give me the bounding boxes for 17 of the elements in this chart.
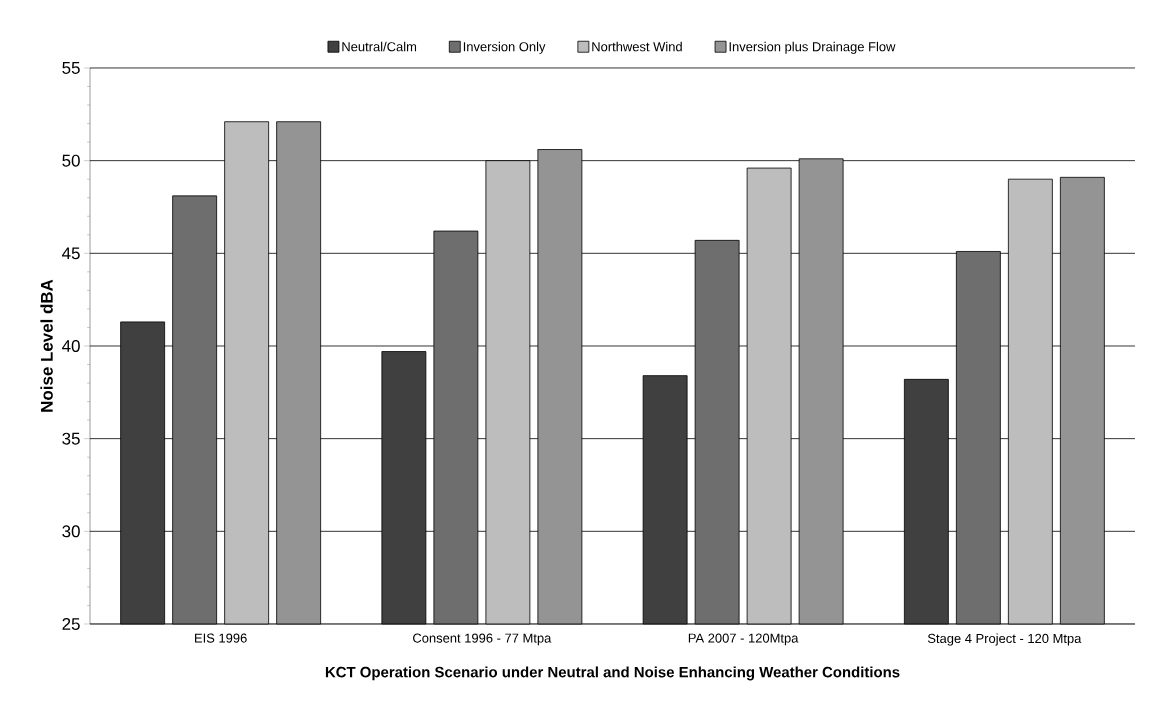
legend-label: Neutral/Calm xyxy=(342,41,417,52)
y-tick-label: 30 xyxy=(62,525,80,538)
x-tick-label: Consent 1996 - 77 Mtpa xyxy=(413,633,552,646)
x-axis-title: KCT Operation Scenario under Neutral and Noise Enhancing Weather Conditions xyxy=(325,666,900,681)
legend-label: Inversion Only xyxy=(463,41,546,54)
legend-label: Inversion plus Drainage Flow xyxy=(729,41,896,54)
x-tick-label: PA 2007 - 120Mtpa xyxy=(688,633,799,646)
y-tick-label: 55 xyxy=(62,62,80,74)
x-tick-label: EIS 1996 xyxy=(195,633,247,643)
legend-label: Northwest Wind xyxy=(592,41,682,52)
y-axis-title: Noise Level dBA xyxy=(40,279,53,412)
y-tick-label: 35 xyxy=(62,432,80,445)
y-tick-label: 25 xyxy=(62,617,80,630)
y-tick-label: 40 xyxy=(62,339,80,352)
y-tick-label: 50 xyxy=(62,154,80,167)
x-tick-label: Stage 4 Project - 120 Mtpa xyxy=(927,633,1082,646)
y-tick-label: 45 xyxy=(62,247,80,260)
